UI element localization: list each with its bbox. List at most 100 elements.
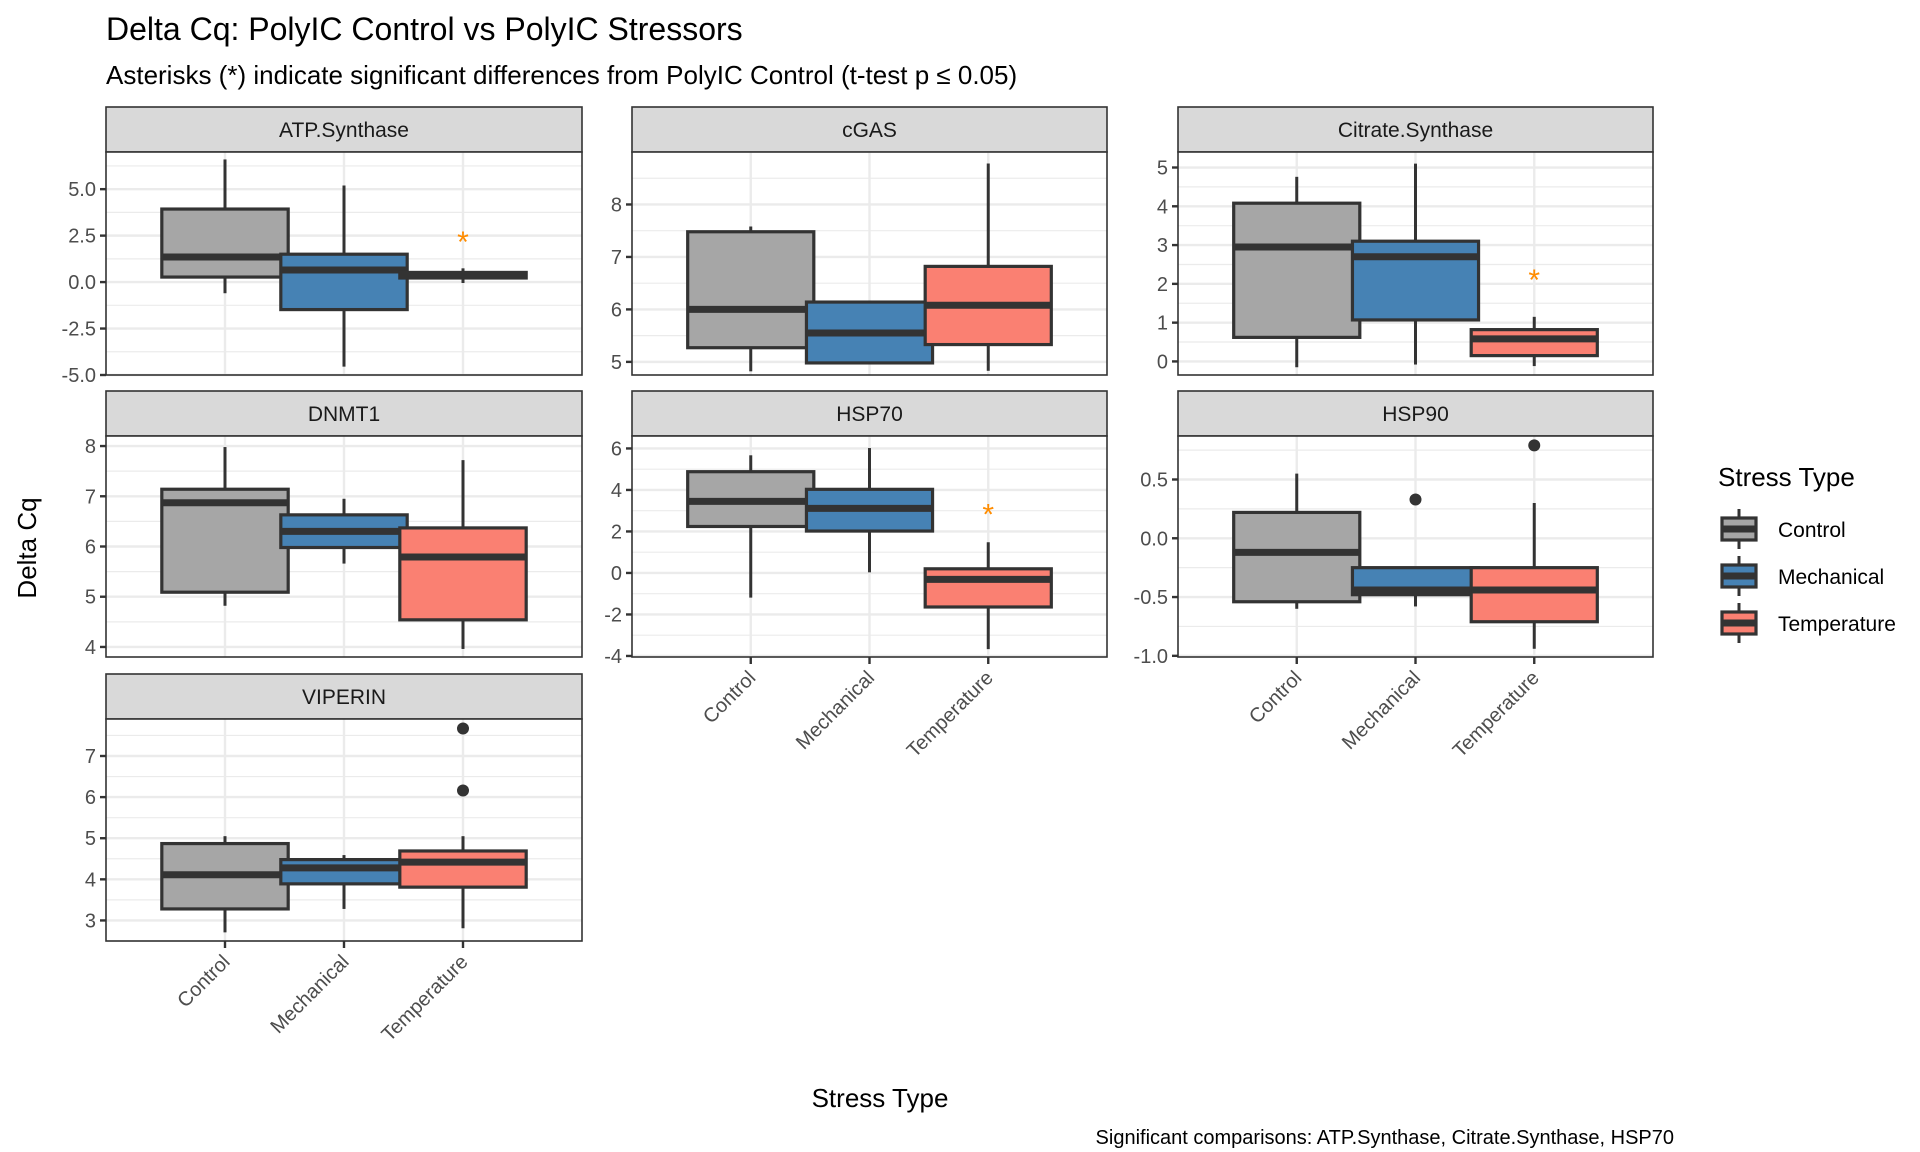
facet-panel-hsp90: HSP90 -1.0 -0.5 0.0 0.5 Control Mechanical Temp…: [1134, 390, 1654, 762]
box-iqr: [279, 252, 409, 312]
box-iqr: [1469, 328, 1599, 358]
facet-strip-label: ATP.Synthase: [279, 119, 409, 142]
x-tick-label: Control: [699, 667, 760, 728]
y-tick-label: 5: [85, 828, 96, 850]
box-iqr: [398, 849, 528, 889]
y-tick-label: 2: [1157, 274, 1168, 296]
box-control: [686, 226, 816, 372]
box-iqr: [160, 487, 290, 594]
y-tick-label: 0.0: [1140, 528, 1168, 550]
x-tick-label: Temperature: [903, 667, 998, 762]
panel-border: [105, 151, 583, 376]
y-tick-label: -0.5: [1134, 587, 1168, 609]
facet-panels: ATP.Synthase -5.0 -2.5 0.0 2.5 5.0 * cGAS 5 6 7 8 Ci…: [62, 106, 1654, 1046]
x-tick-label: Temperature: [1449, 667, 1544, 762]
box-mechanical: [1350, 163, 1481, 365]
y-tick-label: 0.5: [1140, 469, 1168, 491]
box-mechanical: [804, 300, 935, 365]
chart-title: Delta Cq: PolyIC Control vs PolyIC Stres…: [106, 11, 743, 47]
y-tick-label: 3: [1157, 235, 1168, 257]
box-iqr: [279, 857, 409, 886]
box-temperature: [1469, 316, 1599, 367]
box-iqr: [686, 230, 816, 350]
facet-strip: [105, 390, 583, 437]
panel-border: [631, 151, 1108, 376]
facet-strip: [631, 106, 1108, 153]
y-tick-label: 6: [611, 438, 622, 460]
legend-item-mechanical: Mechanical: [1720, 556, 1884, 596]
x-tick-label: Mechanical: [792, 667, 879, 754]
x-tick-label: Control: [1245, 667, 1306, 728]
outlier-point: [1409, 493, 1422, 506]
y-tick-label: 8: [85, 436, 96, 458]
x-axis-title: Stress Type: [812, 1083, 949, 1113]
facet-strip: [105, 673, 583, 720]
box-mechanical: [279, 855, 409, 909]
box-iqr: [1232, 510, 1362, 604]
legend-title: Stress Type: [1718, 462, 1855, 492]
y-tick-label: 8: [611, 194, 622, 216]
chart-subtitle: Asterisks (*) indicate significant diffe…: [106, 60, 1017, 90]
box-control: [1232, 176, 1362, 368]
y-tick-label: -5.0: [62, 365, 96, 387]
facet-strip-label: HSP70: [836, 403, 903, 426]
facet-panel-viperin: VIPERIN 3 4 5 6 7 Control Mechanical Temperature: [85, 673, 583, 1046]
panel-border: [105, 435, 583, 658]
x-tick-label: Control: [173, 951, 234, 1012]
legend-item-temperature: Temperature: [1720, 603, 1896, 643]
legend-label: Control: [1778, 519, 1846, 542]
y-axis-title: Delta Cq: [12, 497, 42, 598]
y-tick-label: 4: [85, 869, 96, 891]
y-tick-label: -2: [604, 604, 622, 626]
y-tick-label: -4: [604, 646, 622, 668]
box-control: [160, 447, 290, 606]
facet-panel-cgas: cGAS 5 6 7 8: [611, 106, 1108, 376]
facet-strip: [1177, 390, 1654, 437]
y-tick-label: 7: [85, 746, 96, 768]
y-tick-label: -2.5: [62, 319, 96, 341]
box-mechanical: [279, 185, 409, 367]
y-tick-label: -1.0: [1134, 646, 1168, 668]
y-tick-label: 0.0: [68, 272, 96, 294]
x-tick-label: Mechanical: [266, 951, 353, 1038]
outlier-point: [1528, 439, 1541, 452]
panel-border: [1177, 151, 1654, 376]
y-tick-label: 5.0: [68, 179, 96, 201]
y-tick-label: 5: [611, 352, 622, 374]
x-tick-label: Mechanical: [1338, 667, 1425, 754]
legend-item-control: Control: [1720, 509, 1846, 549]
y-tick-label: 0: [611, 563, 622, 585]
facet-panel-citrate-synthase: Citrate.Synthase 0 1 2 3 4 5 *: [1157, 106, 1654, 376]
significance-asterisk: *: [1528, 264, 1540, 297]
box-control: [686, 455, 816, 598]
facet-panel-dnmt1: DNMT1 4 5 6 7 8: [85, 390, 583, 659]
y-tick-label: 7: [611, 247, 622, 269]
y-tick-label: 4: [611, 480, 622, 502]
box-iqr: [160, 207, 290, 279]
facet-strip-label: HSP90: [1382, 403, 1449, 426]
box-temperature: [398, 460, 528, 649]
box-mechanical: [804, 448, 935, 573]
facet-strip-label: Citrate.Synthase: [1338, 119, 1493, 142]
legend: Stress Type Control Mechanical Temperature: [1718, 462, 1896, 643]
facet-strip-label: cGAS: [842, 119, 897, 142]
y-tick-label: 6: [85, 537, 96, 559]
y-tick-label: 0: [1157, 351, 1168, 373]
y-tick-label: 2: [611, 521, 622, 543]
box-iqr: [923, 567, 1053, 609]
x-tick-label: Temperature: [378, 951, 473, 1046]
box-control: [160, 836, 290, 933]
box-iqr: [398, 526, 528, 622]
outlier-point: [457, 784, 469, 797]
facet-strip: [631, 390, 1108, 437]
y-tick-label: 4: [85, 637, 96, 659]
box-temperature: [923, 163, 1053, 371]
y-tick-label: 1: [1157, 313, 1168, 335]
box-control: [160, 159, 290, 294]
facet-strip: [105, 106, 583, 153]
box-control: [1232, 473, 1362, 609]
y-tick-label: 5: [1157, 158, 1168, 180]
facet-panel-hsp70: HSP70 -4 -2 0 2 4 6 * Control Mechanical Temperatu…: [604, 390, 1108, 762]
box-iqr: [1232, 201, 1362, 339]
